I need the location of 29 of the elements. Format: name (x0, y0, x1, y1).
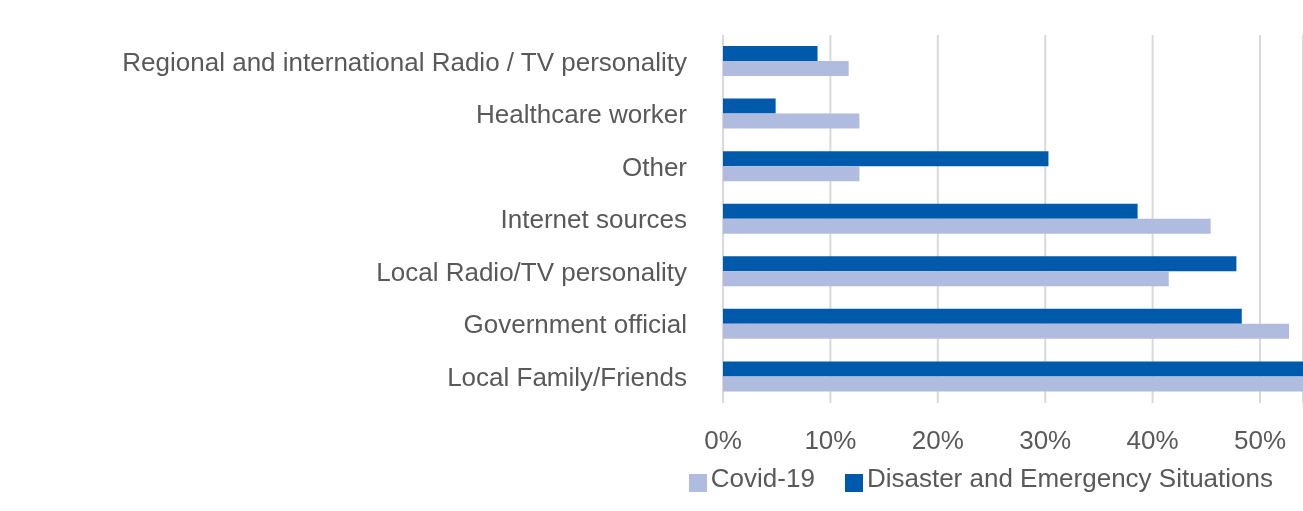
bar (723, 151, 1049, 167)
bar (723, 256, 1237, 272)
bar (723, 218, 1211, 234)
bar (723, 166, 860, 182)
legend-label: Covid-19 (710, 463, 815, 493)
x-tick-label: 50% (1234, 425, 1287, 456)
bar (723, 98, 776, 114)
bar (723, 361, 1303, 377)
y-tick-label: Healthcare worker (476, 99, 688, 130)
bar (723, 46, 818, 61)
x-tick-label: 0% (704, 425, 742, 456)
y-tick-label: Regional and international Radio / TV personality (122, 46, 687, 77)
y-tick-label: Government official (463, 309, 687, 340)
bar (723, 376, 1303, 392)
bar (723, 61, 849, 76)
y-tick-label: Local Radio/TV personality (376, 256, 687, 287)
y-tick-label: Other (621, 151, 688, 182)
legend-label: Disaster and Emergency Situations (866, 463, 1273, 493)
bar (723, 323, 1290, 339)
x-tick-label: 10% (804, 425, 857, 456)
x-tick-label: 30% (1019, 425, 1072, 456)
y-tick-label: Internet sources (500, 204, 687, 235)
bar (723, 203, 1138, 219)
bar (723, 113, 860, 129)
y-tick-label: Local Family/Friends (447, 361, 687, 392)
x-tick-label: 40% (1126, 425, 1179, 456)
bar (723, 271, 1169, 287)
x-tick-label: 20% (911, 425, 964, 456)
bar (723, 308, 1242, 324)
